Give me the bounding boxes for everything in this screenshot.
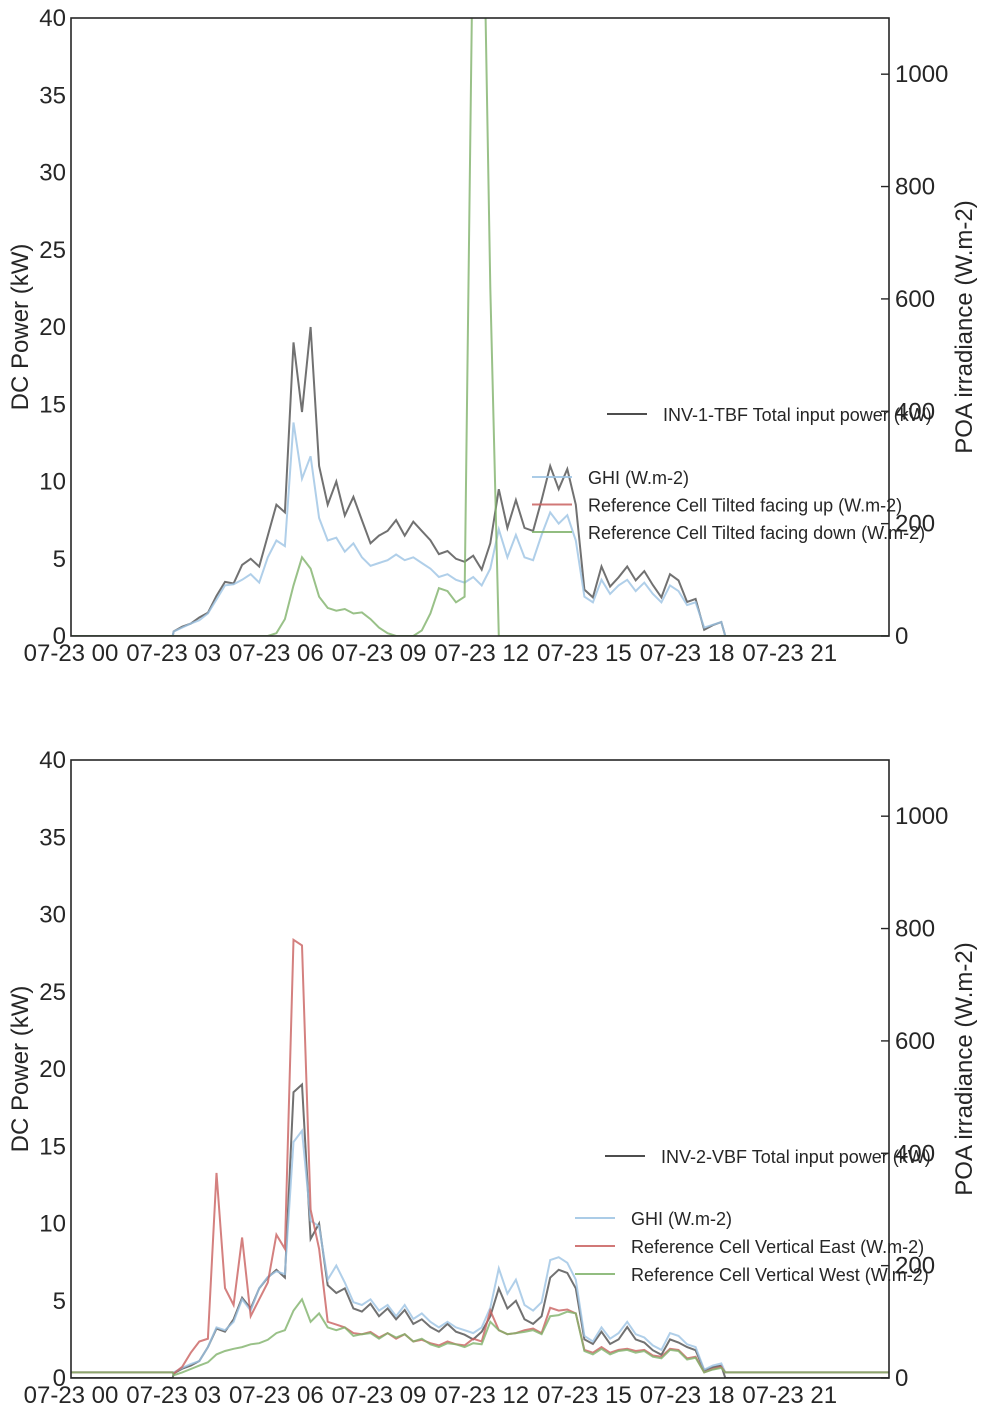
series-line-4 — [71, 18, 889, 636]
y-tick-label: 40 — [39, 747, 66, 774]
y2-tick-label: 800 — [895, 916, 935, 943]
series-line-2 — [71, 1128, 889, 1374]
y2-tick-label: 0 — [895, 1365, 908, 1392]
x-tick-label: 07-23 18 — [640, 640, 735, 667]
legend-label: INV-1-TBF Total input power (kW) — [663, 405, 932, 425]
legend-secondary: GHI (W.m-2) Reference Cell Vertical East … — [575, 1209, 929, 1285]
y-tick-label: 0 — [53, 623, 66, 650]
y2-tick-label: 600 — [895, 1028, 935, 1055]
y2-tick-label: 0 — [895, 623, 908, 650]
y2-tick-label: 200 — [895, 511, 935, 538]
x-tick-label: 07-23 06 — [229, 1382, 324, 1409]
y-tick-label: 25 — [39, 979, 66, 1006]
x-tick-label: 07-23 12 — [434, 640, 529, 667]
x-tick-label: 07-23 15 — [537, 1382, 632, 1409]
y-tick-label: 20 — [39, 1056, 66, 1083]
legend-label: Reference Cell Tilted facing up (W.m-2) — [588, 496, 902, 516]
y-axis-label: DC Power (kW) — [7, 244, 34, 411]
x-tick-label: 07-23 21 — [742, 640, 837, 667]
y-tick-label: 5 — [53, 546, 66, 573]
plot-frame — [70, 17, 890, 637]
plot-frame — [70, 759, 890, 1379]
x-tick-label: 07-23 06 — [229, 640, 324, 667]
y2-tick-label: 400 — [895, 1140, 935, 1167]
y-tick-label: 20 — [39, 314, 66, 341]
series-line-1 — [71, 1082, 889, 1378]
x-tick-label: 07-23 15 — [537, 640, 632, 667]
legend-label: GHI (W.m-2) — [588, 468, 689, 488]
legend-label: Reference Cell Tilted facing down (W.m-2… — [588, 523, 925, 543]
legend-primary: INV-2-VBF Total input power (kW) — [605, 1147, 931, 1167]
series-group — [71, 937, 889, 1378]
y-tick-label: 10 — [39, 1211, 66, 1238]
y-tick-label: 10 — [39, 469, 66, 496]
legend-label: INV-2-VBF Total input power (kW) — [661, 1147, 931, 1167]
y2-tick-label: 200 — [895, 1253, 935, 1280]
x-tick-label: 07-23 18 — [640, 1382, 735, 1409]
y2-tick-label: 400 — [895, 398, 935, 425]
y-tick-label: 30 — [39, 160, 66, 187]
y-tick-label: 25 — [39, 237, 66, 264]
x-tick-label: 07-23 03 — [126, 1382, 221, 1409]
y-tick-label: 40 — [39, 5, 66, 32]
y-tick-label: 15 — [39, 1133, 66, 1160]
series-line-2 — [71, 422, 889, 636]
y-tick-label: 15 — [39, 391, 66, 418]
y2-axis-label: POA irradiance (W.m-2) — [951, 200, 978, 453]
x-tick-label: 07-23 21 — [742, 1382, 837, 1409]
x-tick-label: 07-23 12 — [434, 1382, 529, 1409]
legend-label: Reference Cell Vertical East (W.m-2) — [631, 1237, 924, 1257]
x-tick-label: 07-23 03 — [126, 640, 221, 667]
y-tick-label: 35 — [39, 824, 66, 851]
x-tick-label: 07-23 09 — [332, 640, 427, 667]
y2-tick-label: 800 — [895, 174, 935, 201]
y-tick-label: 5 — [53, 1288, 66, 1315]
y-axis-label: DC Power (kW) — [7, 986, 34, 1153]
y-tick-label: 0 — [53, 1365, 66, 1392]
series-group — [71, 18, 889, 636]
legend-secondary: GHI (W.m-2) Reference Cell Tilted facing … — [532, 468, 925, 543]
x-tick-label: 07-23 00 — [24, 1382, 119, 1409]
x-tick-label: 07-23 09 — [332, 1382, 427, 1409]
y-tick-label: 35 — [39, 82, 66, 109]
legend-primary: INV-1-TBF Total input power (kW) — [607, 405, 932, 425]
series-line-1 — [71, 326, 889, 636]
y-tick-label: 30 — [39, 902, 66, 929]
x-tick-label: 07-23 00 — [24, 640, 119, 667]
series-line-3 — [71, 937, 889, 1375]
y2-tick-label: 1000 — [895, 61, 948, 88]
series-line-4 — [71, 1297, 889, 1377]
y2-tick-label: 1000 — [895, 803, 948, 830]
legend-label: GHI (W.m-2) — [631, 1209, 732, 1229]
y2-axis-label: POA irradiance (W.m-2) — [951, 942, 978, 1195]
legend-label: Reference Cell Vertical West (W.m-2) — [631, 1265, 929, 1285]
y2-tick-label: 600 — [895, 286, 935, 313]
